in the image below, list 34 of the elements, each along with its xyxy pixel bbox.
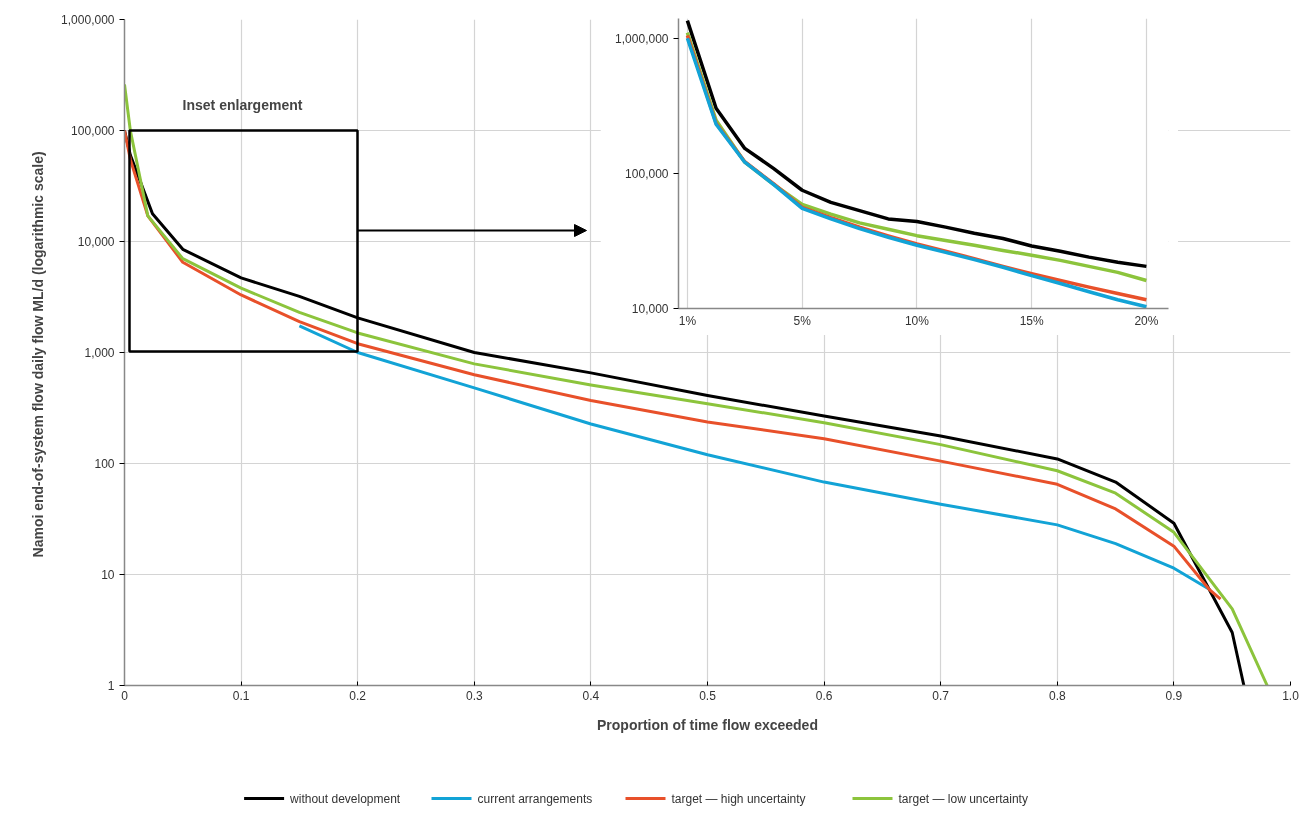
x-tick-label: 0.9 [1165,688,1183,703]
x-tick-label: 0.5 [699,688,717,703]
x-axis-title: Proportion of time flow exceeded [597,716,818,733]
y-tick-label: 1 [107,679,115,693]
x-tick-label: 0.1 [232,688,250,703]
y-tick-label: 1,000 [84,346,115,360]
legend-label: current arrangements [477,791,593,806]
x-tick-label: 0.3 [465,688,483,703]
legend-label: target — low uncertainty [898,791,1028,806]
y-axis-title: Namoi end-of-system flow daily flow ML/d (logarithmic scale) [30,151,47,558]
x-tick-label: 0.4 [582,688,600,703]
y-tick-label: 10,000 [77,235,115,249]
y-tick-label: 100,000 [71,124,115,138]
x-tick-label: 10% [904,313,930,328]
x-tick-label: 0.6 [815,688,833,703]
y-tick-label: 100 [94,457,115,471]
x-tick-label: 0.2 [349,688,367,703]
legend-label: without development [289,791,401,806]
y-tick-label: 10,000 [631,302,669,316]
y-tick-label: 100,000 [625,166,669,181]
line-series [124,129,1223,601]
y-tick-label: 1,000,000 [61,13,115,27]
x-tick-label: 1% [678,313,697,328]
x-tick-label: 0.8 [1048,688,1066,703]
y-tick-label: 10 [101,568,115,582]
annotation: Inset enlargement [182,96,303,113]
x-tick-label: 20% [1134,313,1159,328]
x-tick-label: 0.7 [932,688,950,703]
x-tick-label: 1.0 [1282,688,1300,703]
y-tick-label: 1,000,000 [615,31,669,46]
x-tick-label: 0 [121,688,129,703]
x-tick-label: 15% [1019,313,1044,328]
x-tick-label: 5% [793,313,812,328]
legend-label: target — high uncertainty [671,791,806,806]
